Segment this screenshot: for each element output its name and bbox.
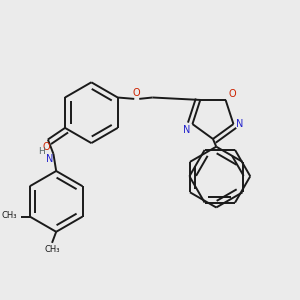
Text: N: N	[183, 125, 190, 135]
Text: H: H	[38, 147, 45, 156]
Text: N: N	[236, 119, 244, 129]
Text: CH₃: CH₃	[2, 211, 17, 220]
Text: O: O	[43, 142, 50, 152]
Text: CH₃: CH₃	[44, 245, 60, 254]
Text: O: O	[133, 88, 140, 98]
Text: N: N	[46, 154, 53, 164]
Text: O: O	[228, 89, 236, 99]
